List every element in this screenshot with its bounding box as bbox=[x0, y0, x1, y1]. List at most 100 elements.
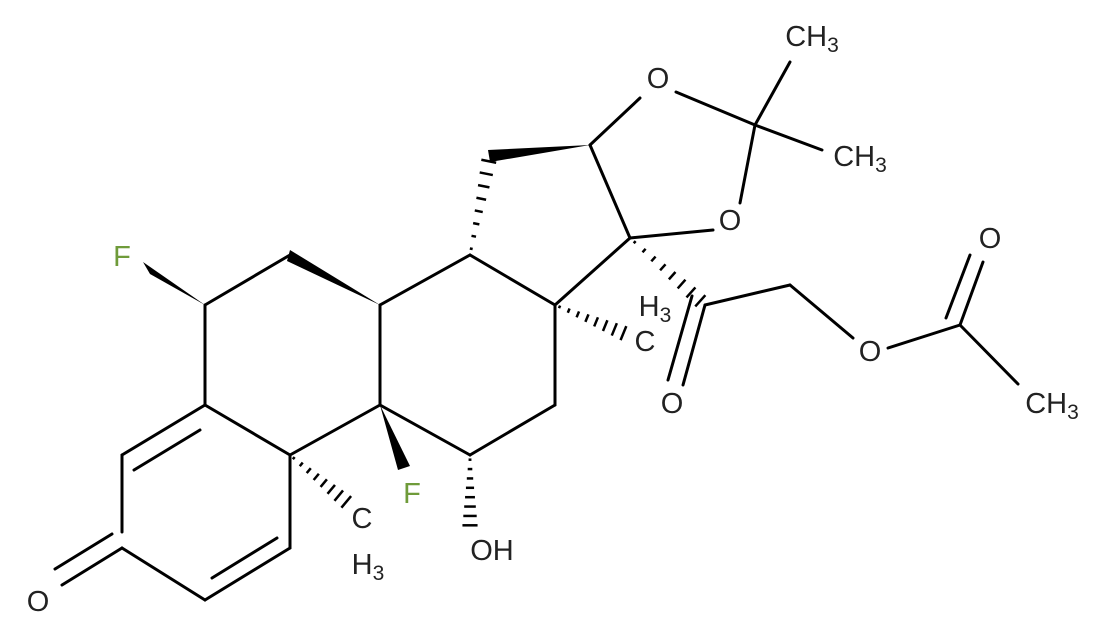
bond bbox=[553, 236, 632, 307]
hashed-bond bbox=[632, 240, 707, 308]
hash-line bbox=[601, 319, 609, 332]
bond bbox=[628, 228, 715, 240]
hash-line bbox=[632, 240, 637, 245]
hash-line bbox=[641, 248, 647, 254]
bond bbox=[120, 546, 207, 602]
atom-label: O bbox=[719, 205, 742, 237]
wedge-bond bbox=[143, 262, 205, 305]
bond bbox=[944, 253, 972, 320]
bond bbox=[958, 260, 985, 327]
bond bbox=[588, 143, 632, 240]
atom-label: F bbox=[113, 241, 131, 273]
wedge-bond bbox=[380, 405, 410, 470]
hash-line bbox=[477, 183, 490, 189]
hash-line bbox=[326, 484, 336, 495]
label-text: CH bbox=[1025, 388, 1067, 420]
hash-line bbox=[694, 294, 707, 308]
hash-line bbox=[557, 305, 562, 309]
hash-line bbox=[319, 478, 328, 488]
atom-label: O bbox=[859, 336, 882, 368]
label-text: O bbox=[859, 336, 882, 368]
hashed-bond bbox=[469, 158, 497, 251]
atom-label: C bbox=[635, 326, 656, 358]
label-subscript: 3 bbox=[827, 34, 839, 57]
bond bbox=[886, 323, 962, 350]
label-text: OH bbox=[470, 535, 514, 567]
bond bbox=[958, 323, 1020, 386]
label-text: O bbox=[979, 223, 1002, 255]
label-text: H bbox=[352, 549, 373, 581]
label-subscript: 3 bbox=[660, 304, 672, 327]
atom-label: O bbox=[27, 586, 50, 618]
bond bbox=[120, 403, 207, 457]
atom-label: CH3 bbox=[833, 141, 887, 177]
bond bbox=[738, 123, 757, 205]
label-text: CH bbox=[833, 141, 875, 173]
bond bbox=[788, 283, 855, 340]
label-text: F bbox=[113, 241, 131, 273]
hash-line bbox=[476, 196, 487, 201]
bond bbox=[378, 253, 472, 307]
hashed-bond bbox=[557, 305, 628, 341]
hashed-bonds bbox=[291, 158, 707, 527]
atom-label: C bbox=[352, 503, 373, 535]
hash-line bbox=[584, 313, 590, 323]
hash-line bbox=[474, 209, 483, 214]
hash-line bbox=[610, 322, 619, 337]
label-subscript: 3 bbox=[875, 154, 887, 177]
label-text: F bbox=[403, 478, 421, 510]
bond bbox=[203, 253, 292, 307]
hash-line bbox=[298, 461, 304, 467]
hash-line bbox=[312, 472, 320, 481]
hash-line bbox=[469, 247, 473, 251]
label-text: O bbox=[719, 205, 742, 237]
hash-line bbox=[619, 325, 628, 341]
wedges bbox=[143, 145, 590, 470]
bond bbox=[666, 294, 694, 382]
hash-line bbox=[479, 171, 494, 177]
hash-line bbox=[471, 234, 477, 238]
bond bbox=[753, 60, 792, 127]
atom-label: OH bbox=[470, 535, 514, 567]
bond bbox=[203, 403, 292, 457]
hash-line bbox=[472, 221, 480, 226]
atom-label: CH3 bbox=[785, 21, 839, 57]
hash-line bbox=[566, 308, 571, 314]
bond bbox=[468, 253, 557, 307]
atom-label: O bbox=[647, 63, 670, 95]
hash-line bbox=[340, 495, 353, 509]
hash-line bbox=[685, 286, 697, 299]
label-text: C bbox=[635, 326, 656, 358]
wedge-bond bbox=[488, 145, 590, 162]
hash-line bbox=[650, 255, 657, 263]
hash-line bbox=[676, 278, 687, 290]
bond bbox=[588, 96, 642, 147]
bond bbox=[203, 546, 292, 602]
atom-label: H3 bbox=[639, 291, 672, 327]
hash-line bbox=[667, 271, 677, 281]
atom-label: O bbox=[979, 223, 1002, 255]
bonds bbox=[53, 60, 1020, 602]
bond bbox=[681, 303, 707, 387]
bond bbox=[53, 532, 114, 571]
label-subscript: 3 bbox=[373, 562, 385, 585]
hash-line bbox=[333, 489, 344, 502]
bond bbox=[210, 536, 279, 580]
bond bbox=[703, 283, 792, 307]
label-text: O bbox=[661, 388, 684, 420]
atom-label: O bbox=[661, 388, 684, 420]
hash-line bbox=[659, 263, 667, 272]
hash-line bbox=[481, 158, 497, 164]
hash-line bbox=[305, 467, 312, 474]
bond bbox=[288, 403, 382, 457]
hash-line bbox=[593, 316, 600, 327]
atom-labels: O F F OH C H3 C H3 O O CH3 CH3 O O O CH3 bbox=[27, 21, 1079, 618]
label-text: H bbox=[639, 291, 660, 323]
bond bbox=[753, 123, 824, 152]
bond bbox=[378, 403, 472, 457]
hashed-bond bbox=[291, 456, 353, 509]
bond bbox=[674, 90, 757, 127]
label-subscript: 3 bbox=[1067, 401, 1079, 424]
hash-line bbox=[291, 456, 296, 461]
